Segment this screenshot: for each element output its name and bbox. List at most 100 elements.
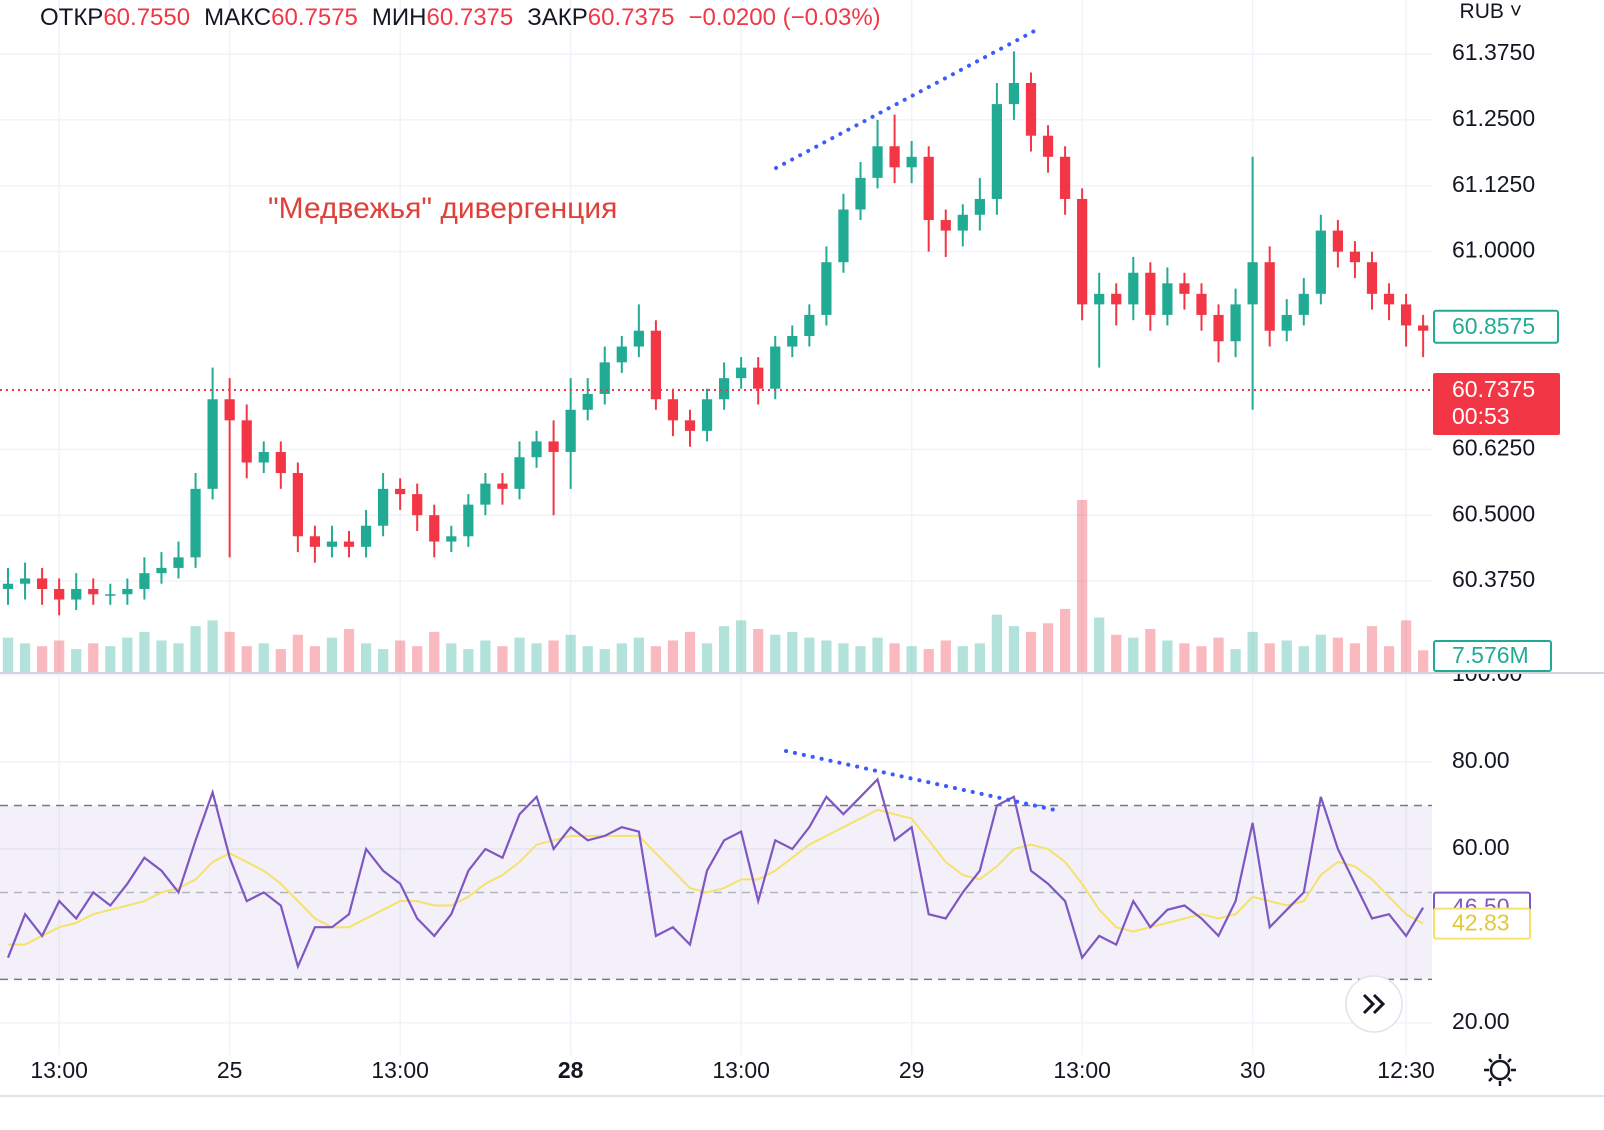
candle-body [1008, 83, 1020, 105]
volume-label: 7.576M [1452, 642, 1529, 668]
volume-bar [565, 634, 576, 672]
candle-body [974, 198, 985, 215]
volume-bar [207, 620, 218, 672]
volume-bar [821, 640, 832, 672]
volume-bar [1264, 643, 1275, 672]
volume-bar [377, 649, 389, 672]
countdown-label: 00:53 [1452, 403, 1510, 429]
volume-bar [1230, 649, 1241, 672]
candle-body [36, 578, 48, 589]
settings-button[interactable] [1484, 1054, 1516, 1086]
candle-body [71, 588, 82, 600]
x-tick-label: 13:00 [1053, 1057, 1111, 1083]
reference-price-label: 60.8575 [1452, 313, 1535, 339]
volume-bar [1145, 629, 1156, 672]
legend-label: МАКС [204, 4, 272, 31]
volume-bar [1059, 608, 1071, 672]
volume-bar [633, 637, 644, 672]
candle-body [633, 330, 644, 347]
volume-bar [548, 640, 559, 672]
y-tick-label: 61.0000 [1452, 237, 1535, 263]
candle-body [1418, 325, 1429, 331]
volume-bar [1179, 643, 1190, 672]
legend-value: 60.7375 [426, 4, 514, 31]
x-tick-label: 13:00 [712, 1057, 770, 1083]
currency-select[interactable]: RUB ˅ [1459, 0, 1522, 23]
candle-body [241, 420, 252, 463]
volume-bar [616, 643, 627, 672]
candle-body [190, 488, 201, 558]
reference-price-box [1433, 309, 1559, 344]
candle-body [582, 393, 593, 410]
candle-body [906, 156, 917, 168]
legend-change: −0.0200 (−0.03%) [688, 4, 881, 31]
candle-body [429, 515, 440, 542]
volume-bar [326, 637, 338, 672]
candle-body [1332, 230, 1344, 252]
candle-body [446, 536, 457, 542]
candle-body [855, 177, 866, 210]
y-tick-label: 60.5000 [1452, 500, 1535, 526]
volume-bar [36, 646, 48, 672]
candle-body [838, 209, 849, 263]
candle-body [667, 399, 679, 421]
candle-body [326, 541, 338, 547]
candle-body [991, 104, 1003, 199]
candle-body [872, 146, 883, 178]
candle-body [1196, 293, 1207, 315]
volume-bar [923, 649, 934, 672]
last-value-label: 42.83 [1452, 910, 1510, 936]
volume-bar [1008, 626, 1020, 672]
candle-body [292, 473, 303, 537]
volume-bar [1213, 637, 1224, 672]
volume-bar [855, 646, 866, 672]
candle-body [54, 588, 65, 600]
candle-body [616, 346, 627, 363]
volume-bar [1400, 620, 1412, 672]
x-tick-label: 13:00 [371, 1057, 429, 1083]
candle-body [821, 262, 832, 315]
x-tick-label: 28 [558, 1057, 584, 1083]
volume-bar [787, 631, 798, 672]
y-tick-label: 60.00 [1452, 834, 1510, 860]
volume-bar [292, 634, 303, 672]
volume-bar [71, 649, 82, 672]
scroll-button[interactable] [1345, 975, 1403, 1033]
x-tick-label: 25 [217, 1057, 243, 1083]
volume-bar [1162, 640, 1173, 672]
volume-bar [736, 620, 747, 672]
volume-bar [173, 643, 184, 672]
candle-body [156, 567, 167, 574]
settings-icon-teeth [1484, 1054, 1516, 1086]
x-tick-label: 30 [1240, 1057, 1266, 1083]
y-tick-label: 61.1250 [1452, 171, 1535, 197]
candle-body [1025, 83, 1037, 136]
last-value-box [1433, 907, 1531, 940]
y-tick-label: 80.00 [1452, 747, 1510, 773]
candle-body [1179, 283, 1190, 294]
candle-body [360, 525, 372, 547]
currency[interactable]: RUB [1459, 0, 1504, 23]
volume-bar [957, 646, 968, 672]
volume-bar [1315, 634, 1326, 672]
candle-body [1400, 304, 1412, 326]
candle-body [309, 536, 321, 547]
candle-body [787, 336, 798, 347]
candle-body [1281, 314, 1292, 331]
candle-body [1230, 304, 1241, 342]
candle-body [957, 214, 968, 231]
candle-body [565, 409, 576, 452]
volume-bar [991, 614, 1003, 672]
volume-bar [497, 646, 508, 672]
candle-body [1059, 156, 1071, 199]
candle-body [1042, 135, 1054, 157]
volume-bar [599, 649, 610, 672]
candle-body [531, 441, 542, 458]
volume-bar [940, 640, 951, 672]
volume-bar [241, 646, 252, 672]
candle-body [923, 156, 934, 221]
volume-bar [360, 643, 372, 672]
volume-bar [1281, 640, 1292, 672]
candle-body [701, 399, 713, 431]
